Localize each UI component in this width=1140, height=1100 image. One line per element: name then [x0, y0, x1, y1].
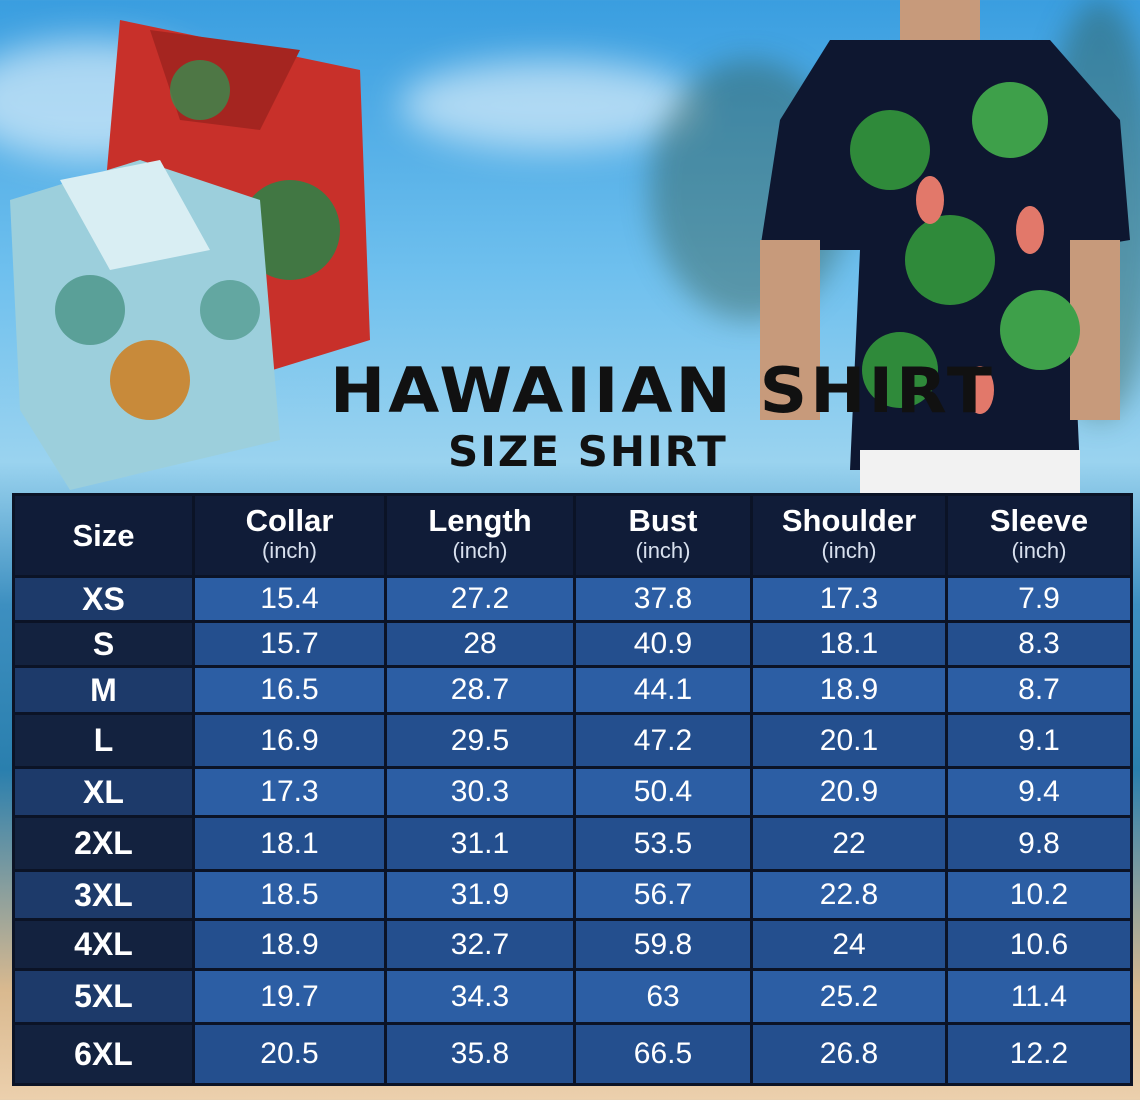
measurement-cell: 8.7	[945, 665, 1133, 715]
measurement-cell: 37.8	[573, 575, 753, 623]
size-cell: XL	[12, 766, 195, 818]
table-header-row: Size Collar (inch) Length (inch) Bust (inch) Sh…	[12, 493, 1133, 578]
column-label: Size	[72, 517, 135, 553]
measurement-cell: 16.5	[192, 665, 387, 715]
measurement-cell: 59.8	[573, 918, 753, 971]
size-cell: L	[12, 712, 195, 769]
page-title: HAWAIIAN SHIRT	[330, 353, 995, 428]
measurement-cell: 28.7	[384, 665, 576, 715]
measurement-cell: 56.7	[573, 869, 753, 921]
measurement-cell: 40.9	[573, 620, 753, 668]
measurement-cell: 28	[384, 620, 576, 668]
table-row: XS 15.4 27.2 37.8 17.3 7.9	[12, 575, 1133, 623]
measurement-cell: 8.3	[945, 620, 1133, 668]
measurement-cell: 10.2	[945, 869, 1133, 921]
measurement-cell: 34.3	[384, 968, 576, 1025]
size-cell: S	[12, 620, 195, 668]
measurement-cell: 24	[750, 918, 948, 971]
measurement-cell: 30.3	[384, 766, 576, 818]
table-row: 5XL 19.7 34.3 63 25.2 11.4	[12, 968, 1133, 1025]
measurement-cell: 32.7	[384, 918, 576, 971]
column-label: Shoulder	[781, 502, 917, 538]
table-row: 2XL 18.1 31.1 53.5 22 9.8	[12, 815, 1133, 872]
column-header-shoulder: Shoulder (inch)	[750, 493, 948, 578]
measurement-cell: 26.8	[750, 1022, 948, 1086]
size-cell: 2XL	[12, 815, 195, 872]
measurement-cell: 12.2	[945, 1022, 1133, 1086]
column-header-sleeve: Sleeve (inch)	[945, 493, 1133, 578]
column-unit: (inch)	[821, 537, 877, 563]
size-cell: XS	[12, 575, 195, 623]
column-header-size: Size	[12, 493, 195, 578]
measurement-cell: 50.4	[573, 766, 753, 818]
table-row: M 16.5 28.7 44.1 18.9 8.7	[12, 665, 1133, 715]
size-cell: 6XL	[12, 1022, 195, 1086]
measurement-cell: 9.8	[945, 815, 1133, 872]
measurement-cell: 22.8	[750, 869, 948, 921]
measurement-cell: 44.1	[573, 665, 753, 715]
size-cell: 5XL	[12, 968, 195, 1025]
model-shirt-image	[760, 0, 1130, 495]
measurement-cell: 20.9	[750, 766, 948, 818]
table-row: XL 17.3 30.3 50.4 20.9 9.4	[12, 766, 1133, 818]
measurement-cell: 11.4	[945, 968, 1133, 1025]
measurement-cell: 25.2	[750, 968, 948, 1025]
measurement-cell: 66.5	[573, 1022, 753, 1086]
measurement-cell: 63	[573, 968, 753, 1025]
size-chart-table: Size Collar (inch) Length (inch) Bust (inch) Sh…	[12, 493, 1133, 1086]
column-label: Bust	[628, 502, 698, 538]
measurement-cell: 22	[750, 815, 948, 872]
page-subtitle: SIZE SHIRT	[448, 427, 728, 476]
column-unit: (inch)	[261, 537, 317, 563]
measurement-cell: 9.4	[945, 766, 1133, 818]
size-cell: 4XL	[12, 918, 195, 971]
table-row: L 16.9 29.5 47.2 20.1 9.1	[12, 712, 1133, 769]
measurement-cell: 17.3	[192, 766, 387, 818]
column-unit: (inch)	[635, 537, 691, 563]
measurement-cell: 53.5	[573, 815, 753, 872]
measurement-cell: 18.1	[192, 815, 387, 872]
column-label: Length	[428, 502, 532, 538]
measurement-cell: 19.7	[192, 968, 387, 1025]
measurement-cell: 7.9	[945, 575, 1133, 623]
size-cell: 3XL	[12, 869, 195, 921]
column-header-length: Length (inch)	[384, 493, 576, 578]
measurement-cell: 16.9	[192, 712, 387, 769]
size-cell: M	[12, 665, 195, 715]
measurement-cell: 29.5	[384, 712, 576, 769]
column-label: Sleeve	[989, 502, 1089, 538]
column-header-collar: Collar (inch)	[192, 493, 387, 578]
table-row: 6XL 20.5 35.8 66.5 26.8 12.2	[12, 1022, 1133, 1086]
column-header-bust: Bust (inch)	[573, 493, 753, 578]
measurement-cell: 15.4	[192, 575, 387, 623]
measurement-cell: 17.3	[750, 575, 948, 623]
column-label: Collar	[245, 502, 334, 538]
measurement-cell: 18.1	[750, 620, 948, 668]
folded-shirts-image	[10, 20, 370, 490]
measurement-cell: 18.5	[192, 869, 387, 921]
measurement-cell: 18.9	[192, 918, 387, 971]
measurement-cell: 18.9	[750, 665, 948, 715]
measurement-cell: 31.9	[384, 869, 576, 921]
measurement-cell: 35.8	[384, 1022, 576, 1086]
measurement-cell: 47.2	[573, 712, 753, 769]
background-cloud	[400, 60, 700, 150]
measurement-cell: 10.6	[945, 918, 1133, 971]
column-unit: (inch)	[1011, 537, 1067, 563]
measurement-cell: 20.1	[750, 712, 948, 769]
measurement-cell: 27.2	[384, 575, 576, 623]
measurement-cell: 15.7	[192, 620, 387, 668]
table-row: S 15.7 28 40.9 18.1 8.3	[12, 620, 1133, 668]
measurement-cell: 31.1	[384, 815, 576, 872]
measurement-cell: 20.5	[192, 1022, 387, 1086]
table-row: 4XL 18.9 32.7 59.8 24 10.6	[12, 918, 1133, 971]
measurement-cell: 9.1	[945, 712, 1133, 769]
table-row: 3XL 18.5 31.9 56.7 22.8 10.2	[12, 869, 1133, 921]
column-unit: (inch)	[452, 537, 508, 563]
